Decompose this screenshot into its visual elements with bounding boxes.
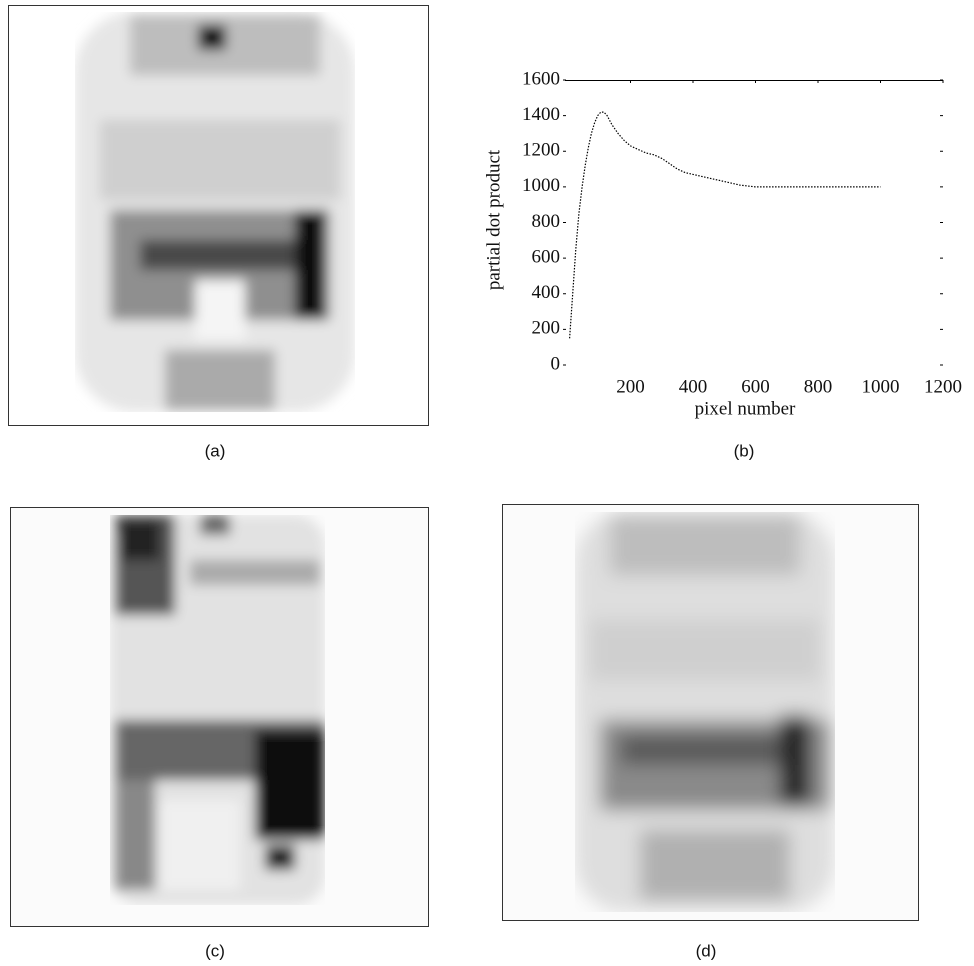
y-tick-label: 200 (532, 318, 561, 339)
x-tick-label: 800 (804, 376, 833, 397)
image-d (502, 504, 919, 921)
y-axis-label: partial dot product (483, 149, 504, 290)
caption: (c) (205, 941, 225, 960)
x-tick-label: 600 (741, 376, 770, 397)
caption: (b) (734, 441, 755, 460)
x-tick-label: 400 (679, 376, 708, 397)
y-tick-label: 1600 (522, 68, 560, 89)
caption: (d) (696, 941, 717, 960)
y-tick-label: 1000 (522, 175, 560, 196)
y-tick-label: 1400 (522, 104, 560, 125)
y-tick-label: 600 (532, 246, 561, 267)
caption: (a) (205, 441, 226, 460)
y-tick-label: 0 (551, 353, 561, 374)
x-tick-label: 1000 (862, 376, 900, 397)
x-tick-label: 200 (616, 376, 645, 397)
y-tick-label: 800 (532, 211, 561, 232)
y-tick-label: 1200 (522, 140, 560, 161)
x-axis-label: pixel number (695, 398, 796, 419)
x-tick-label: 1200 (924, 376, 962, 397)
y-tick-label: 400 (532, 282, 561, 303)
data-line (569, 111, 881, 339)
image-c (10, 507, 429, 927)
image-a (8, 5, 429, 426)
